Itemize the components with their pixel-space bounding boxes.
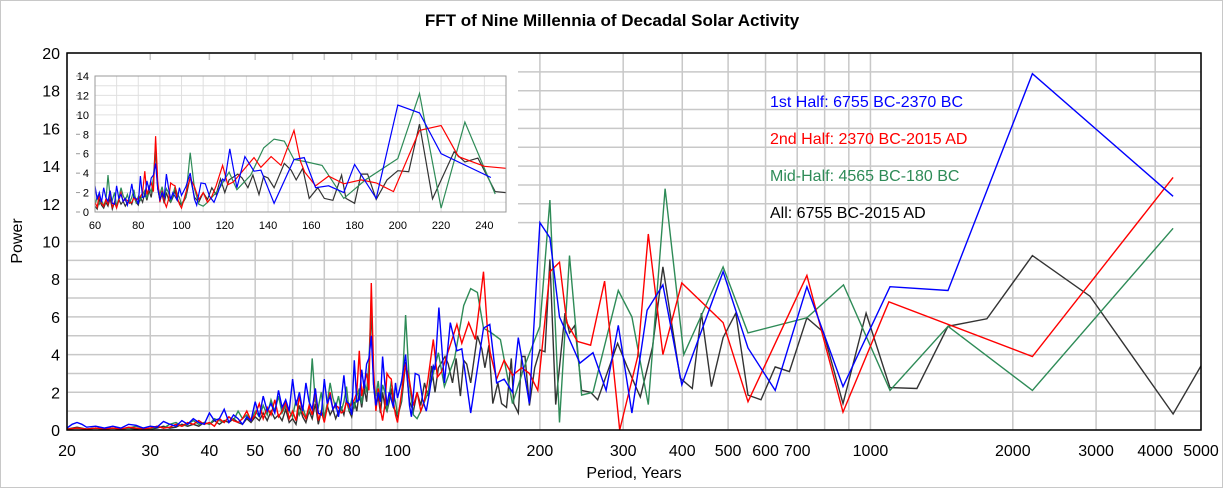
- x-tick-label: 50: [246, 443, 264, 460]
- y-tick-label: 6: [51, 310, 60, 327]
- x-tick-label: 1000: [853, 443, 889, 460]
- x-tick-label: 400: [669, 443, 696, 460]
- inset-y-tick-label: 14: [77, 71, 89, 83]
- y-tick-label: 16: [42, 121, 60, 138]
- y-tick-label: 8: [51, 272, 60, 289]
- chart-title: FFT of Nine Millennia of Decadal Solar A…: [425, 11, 800, 30]
- legend-entry: All: 6755 BC-2015 AD: [770, 205, 926, 222]
- series-line-1: [66, 176, 1174, 431]
- y-tick-label: 10: [42, 235, 60, 252]
- inset-border: [94, 75, 507, 213]
- inset-x-tick-label: 60: [89, 220, 101, 232]
- legend: 1st Half: 6755 BC-2370 BC 2nd Half: 2370 …: [770, 94, 967, 222]
- main-series-lines: [66, 72, 1202, 431]
- x-tick-label: 2000: [995, 443, 1031, 460]
- x-tick-label: 80: [343, 443, 361, 460]
- legend-entry: 1st Half: 6755 BC-2370 BC: [770, 94, 963, 111]
- inset-x-tick-label: 200: [389, 220, 407, 232]
- inset-y-tick-label: 4: [83, 168, 89, 180]
- x-tick-label: 300: [610, 443, 637, 460]
- inset-y-tick-label: 12: [77, 90, 89, 102]
- x-tick-label: 3000: [1078, 443, 1114, 460]
- series-line-2: [66, 188, 1174, 430]
- inset-x-tick-label: 140: [259, 220, 277, 232]
- x-tick-label: 4000: [1137, 443, 1173, 460]
- x-tick-label: 60: [284, 443, 302, 460]
- inset-x-tick-label: 180: [345, 220, 363, 232]
- x-tick-label: 600: [752, 443, 779, 460]
- x-tick-label: 500: [715, 443, 742, 460]
- inset-y-tick-label: 0: [83, 207, 89, 219]
- series-line-0: [66, 72, 1174, 429]
- inset-y-tick-label: 2: [83, 188, 89, 200]
- x-tick-label: 40: [200, 443, 218, 460]
- x-axis-label: Period, Years: [586, 465, 681, 482]
- x-tick-label: 70: [315, 443, 333, 460]
- inset-y-tick-label: 10: [77, 110, 89, 122]
- x-tick-label: 30: [141, 443, 159, 460]
- inset-y-tick-label: 8: [83, 129, 89, 141]
- main-tick-labels: 20 30 40 50 60 70 80 100 200 300 400 500 600 700 1000 2…: [42, 46, 1219, 460]
- y-tick-label: 4: [51, 348, 60, 365]
- inset-x-tick-label: 80: [132, 220, 144, 232]
- inset-x-tick-label: 240: [475, 220, 493, 232]
- inset-series-line-0: [94, 104, 492, 208]
- y-tick-label: 0: [51, 423, 60, 440]
- x-tick-label: 5000: [1183, 443, 1219, 460]
- inset-background: [68, 60, 518, 240]
- inset-x-tick-label: 120: [216, 220, 234, 232]
- inset-y-tick-label: 6: [83, 149, 89, 161]
- inset-series-lines: [94, 91, 507, 212]
- x-tick-label: 20: [58, 443, 76, 460]
- legend-entry: 2nd Half: 2370 BC-2015 AD: [770, 131, 967, 148]
- x-tick-label: 100: [384, 443, 411, 460]
- y-tick-label: 2: [51, 385, 60, 402]
- inset-chart: 60 80 100 120 140 160 180 200 220 240 0 2 4 6 8 10 12 14: [68, 60, 518, 240]
- plot-border: [66, 52, 1202, 431]
- inset-x-tick-label: 160: [302, 220, 320, 232]
- x-tick-label: 700: [784, 443, 811, 460]
- y-axis-label: Power: [9, 218, 26, 264]
- x-tick-label: 200: [527, 443, 554, 460]
- y-tick-label: 12: [42, 197, 60, 214]
- y-tick-label: 18: [42, 84, 60, 101]
- y-tick-label: 20: [42, 46, 60, 63]
- y-tick-label: 14: [42, 159, 60, 176]
- inset-grid: [94, 75, 507, 213]
- inset-tick-labels: 60 80 100 120 140 160 180 200 220 240 0 2 4 6 8 10 12 14: [76, 71, 494, 232]
- inset-x-tick-label: 100: [172, 220, 190, 232]
- legend-entry: Mid-Half: 4565 BC-180 BC: [770, 168, 959, 185]
- inset-x-tick-label: 220: [432, 220, 450, 232]
